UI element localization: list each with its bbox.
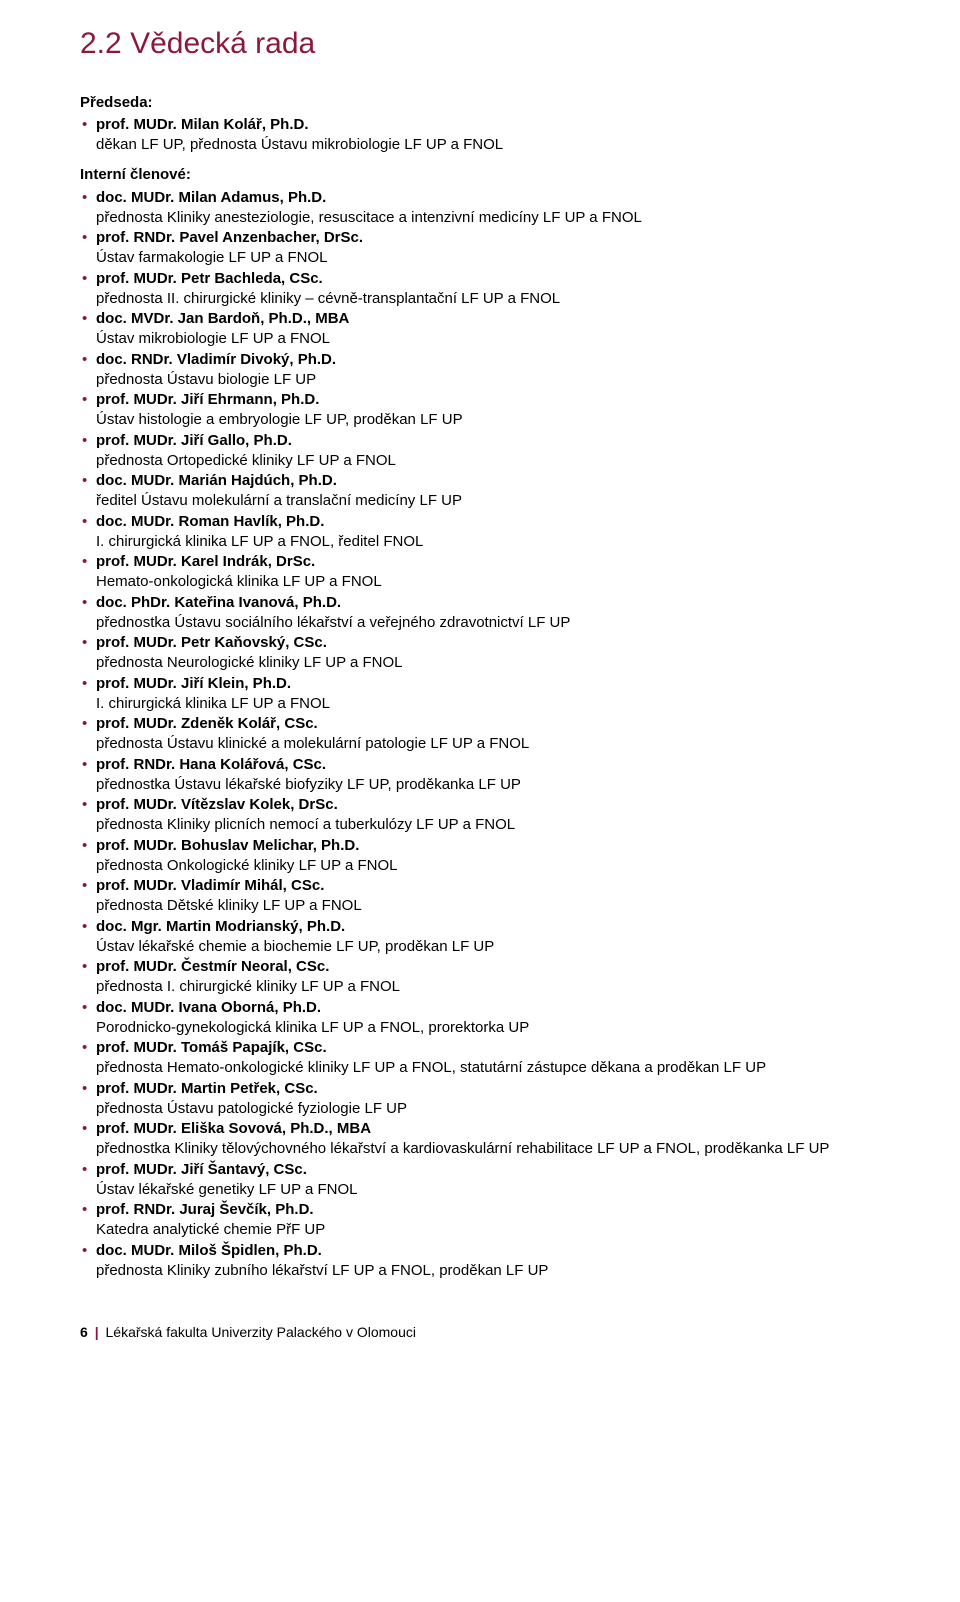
list-item: prof. RNDr. Pavel Anzenbacher, DrSc. Ústa… — [80, 228, 880, 269]
list-item: doc. Mgr. Martin Modrianský, Ph.D. Ústav … — [80, 917, 880, 958]
member-desc: I. chirurgická klinika LF UP a FNOL, řed… — [96, 532, 880, 552]
list-item: prof. MUDr. Eliška Sovová, Ph.D., MBA pře… — [80, 1119, 880, 1160]
member-name: doc. MUDr. Milan Adamus, Ph.D. — [96, 189, 326, 206]
group-label: Interní členové: — [80, 165, 880, 185]
member-name: prof. MUDr. Vladimír Mihál, CSc. — [96, 877, 324, 894]
list-item: doc. MUDr. Roman Havlík, Ph.D. I. chirurg… — [80, 512, 880, 553]
member-desc: Porodnicko-gynekologická klinika LF UP a… — [96, 1018, 880, 1038]
member-desc: přednostka Ústavu lékařské biofyziky LF … — [96, 775, 880, 795]
member-desc: přednosta Onkologické kliniky LF UP a FN… — [96, 856, 880, 876]
group-label: Předseda: — [80, 93, 880, 113]
member-desc: přednosta I. chirurgické kliniky LF UP a… — [96, 977, 880, 997]
member-name: prof. MUDr. Milan Kolář, Ph.D. — [96, 116, 309, 133]
member-desc: děkan LF UP, přednosta Ústavu mikrobiolo… — [96, 135, 880, 155]
member-desc: přednosta Ústavu biologie LF UP — [96, 370, 880, 390]
member-desc: přednosta Ústavu patologické fyziologie … — [96, 1099, 880, 1119]
list-item: doc. MUDr. Miloš Špidlen, Ph.D. přednosta… — [80, 1241, 880, 1282]
list-item: prof. MUDr. Tomáš Papajík, CSc. přednosta… — [80, 1038, 880, 1079]
member-desc: Katedra analytické chemie PřF UP — [96, 1220, 880, 1240]
member-name: doc. RNDr. Vladimír Divoký, Ph.D. — [96, 351, 336, 368]
list-item: prof. MUDr. Milan Kolář, Ph.D. děkan LF U… — [80, 115, 880, 156]
member-name: doc. MUDr. Marián Hajdúch, Ph.D. — [96, 472, 337, 489]
list-item: prof. MUDr. Jiří Ehrmann, Ph.D. Ústav his… — [80, 390, 880, 431]
member-desc: přednostka Ústavu sociálního lékařství a… — [96, 613, 880, 633]
member-name: prof. MUDr. Karel Indrák, DrSc. — [96, 553, 315, 570]
member-desc: Ústav mikrobiologie LF UP a FNOL — [96, 329, 880, 349]
member-name: prof. MUDr. Čestmír Neoral, CSc. — [96, 958, 329, 975]
member-desc: přednosta Kliniky plicních nemocí a tube… — [96, 815, 880, 835]
member-desc: přednosta II. chirurgické kliniky – cévn… — [96, 289, 880, 309]
member-list: prof. MUDr. Milan Kolář, Ph.D. děkan LF U… — [80, 115, 880, 156]
member-name: prof. MUDr. Vítězslav Kolek, DrSc. — [96, 796, 338, 813]
member-desc: ředitel Ústavu molekulární a translační … — [96, 491, 880, 511]
list-item: prof. MUDr. Karel Indrák, DrSc. Hemato-on… — [80, 552, 880, 593]
list-item: prof. MUDr. Čestmír Neoral, CSc. přednost… — [80, 957, 880, 998]
member-desc: přednostka Kliniky tělovýchovného lékařs… — [96, 1139, 880, 1159]
list-item: doc. PhDr. Kateřina Ivanová, Ph.D. předno… — [80, 593, 880, 634]
member-desc: přednosta Kliniky anesteziologie, resusc… — [96, 208, 880, 228]
member-desc: Ústav lékařské chemie a biochemie LF UP,… — [96, 937, 880, 957]
member-desc: přednosta Kliniky zubního lékařství LF U… — [96, 1261, 880, 1281]
member-name: prof. MUDr. Zdeněk Kolář, CSc. — [96, 715, 318, 732]
list-item: prof. MUDr. Vítězslav Kolek, DrSc. předno… — [80, 795, 880, 836]
member-name: prof. MUDr. Jiří Šantavý, CSc. — [96, 1161, 307, 1178]
list-item: doc. MUDr. Marián Hajdúch, Ph.D. ředitel … — [80, 471, 880, 512]
footer-text: Lékařská fakulta Univerzity Palackého v … — [106, 1324, 416, 1340]
member-name: doc. Mgr. Martin Modrianský, Ph.D. — [96, 918, 345, 935]
member-name: doc. MUDr. Miloš Špidlen, Ph.D. — [96, 1242, 322, 1259]
member-desc: Ústav lékařské genetiky LF UP a FNOL — [96, 1180, 880, 1200]
member-name: prof. MUDr. Petr Kaňovský, CSc. — [96, 634, 327, 651]
section-title: Vědecká rada — [130, 27, 315, 60]
list-item: prof. RNDr. Hana Kolářová, CSc. přednostk… — [80, 755, 880, 796]
section-number: 2.2 — [80, 27, 122, 60]
member-name: prof. MUDr. Bohuslav Melichar, Ph.D. — [96, 837, 359, 854]
list-item: prof. MUDr. Martin Petřek, CSc. přednosta… — [80, 1079, 880, 1120]
member-name: doc. PhDr. Kateřina Ivanová, Ph.D. — [96, 594, 341, 611]
list-item: prof. MUDr. Jiří Šantavý, CSc. Ústav léka… — [80, 1160, 880, 1201]
list-item: prof. MUDr. Jiří Gallo, Ph.D. přednosta O… — [80, 431, 880, 472]
member-name: prof. MUDr. Martin Petřek, CSc. — [96, 1080, 318, 1097]
member-name: doc. MUDr. Ivana Oborná, Ph.D. — [96, 999, 321, 1016]
member-name: prof. MUDr. Eliška Sovová, Ph.D., MBA — [96, 1120, 371, 1137]
member-desc: I. chirurgická klinika LF UP a FNOL — [96, 694, 880, 714]
member-desc: přednosta Hemato-onkologické kliniky LF … — [96, 1058, 880, 1078]
footer-separator: | — [92, 1324, 102, 1340]
list-item: prof. MUDr. Petr Bachleda, CSc. přednosta… — [80, 269, 880, 310]
member-desc: Ústav histologie a embryologie LF UP, pr… — [96, 410, 880, 430]
member-name: prof. MUDr. Tomáš Papajík, CSc. — [96, 1039, 327, 1056]
member-name: doc. MVDr. Jan Bardoň, Ph.D., MBA — [96, 310, 349, 327]
member-desc: přednosta Ortopedické kliniky LF UP a FN… — [96, 451, 880, 471]
list-item: doc. RNDr. Vladimír Divoký, Ph.D. přednos… — [80, 350, 880, 391]
list-item: prof. MUDr. Zdeněk Kolář, CSc. přednosta … — [80, 714, 880, 755]
member-name: prof. RNDr. Pavel Anzenbacher, DrSc. — [96, 229, 363, 246]
list-item: doc. MVDr. Jan Bardoň, Ph.D., MBA Ústav m… — [80, 309, 880, 350]
member-desc: přednosta Ústavu klinické a molekulární … — [96, 734, 880, 754]
member-name: prof. MUDr. Jiří Gallo, Ph.D. — [96, 432, 292, 449]
list-item: doc. MUDr. Ivana Oborná, Ph.D. Porodnicko… — [80, 998, 880, 1039]
list-item: doc. MUDr. Milan Adamus, Ph.D. přednosta … — [80, 188, 880, 229]
member-desc: přednosta Dětské kliniky LF UP a FNOL — [96, 896, 880, 916]
groups-container: Předseda: prof. MUDr. Milan Kolář, Ph.D. d… — [80, 93, 880, 1282]
list-item: prof. RNDr. Juraj Ševčík, Ph.D. Katedra a… — [80, 1200, 880, 1241]
list-item: prof. MUDr. Vladimír Mihál, CSc. přednost… — [80, 876, 880, 917]
member-desc: Ústav farmakologie LF UP a FNOL — [96, 248, 880, 268]
member-desc: Hemato-onkologická klinika LF UP a FNOL — [96, 572, 880, 592]
member-desc: přednosta Neurologické kliniky LF UP a F… — [96, 653, 880, 673]
page-footer: 6 | Lékařská fakulta Univerzity Palackéh… — [80, 1323, 880, 1342]
section-heading: 2.2 Vědecká rada — [80, 24, 880, 65]
member-name: doc. MUDr. Roman Havlík, Ph.D. — [96, 513, 324, 530]
member-list: doc. MUDr. Milan Adamus, Ph.D. přednosta … — [80, 188, 880, 1282]
list-item: prof. MUDr. Jiří Klein, Ph.D. I. chirurgi… — [80, 674, 880, 715]
page-number: 6 — [80, 1324, 88, 1340]
member-name: prof. MUDr. Jiří Ehrmann, Ph.D. — [96, 391, 319, 408]
list-item: prof. MUDr. Petr Kaňovský, CSc. přednosta… — [80, 633, 880, 674]
list-item: prof. MUDr. Bohuslav Melichar, Ph.D. před… — [80, 836, 880, 877]
member-name: prof. RNDr. Juraj Ševčík, Ph.D. — [96, 1201, 314, 1218]
member-name: prof. RNDr. Hana Kolářová, CSc. — [96, 756, 326, 773]
member-name: prof. MUDr. Petr Bachleda, CSc. — [96, 270, 323, 287]
member-name: prof. MUDr. Jiří Klein, Ph.D. — [96, 675, 291, 692]
